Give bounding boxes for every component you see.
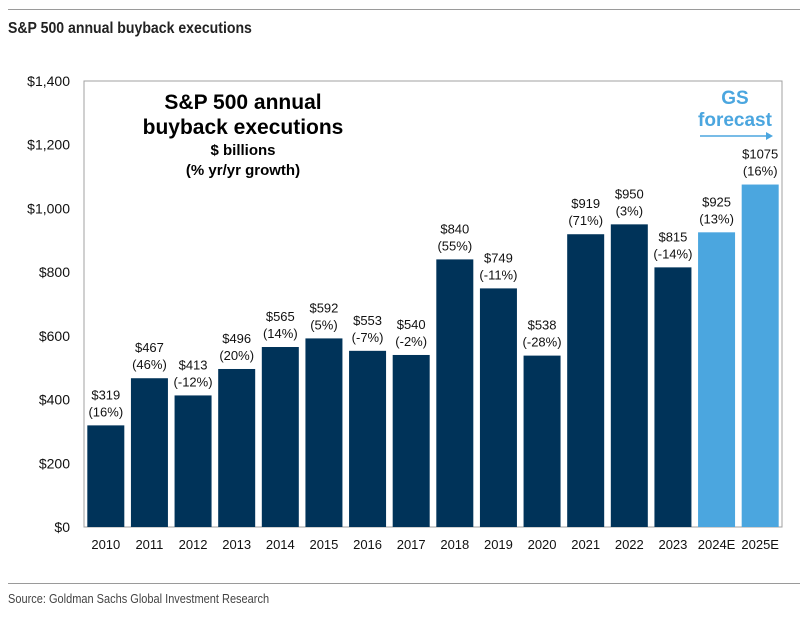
growth-label: (71%) <box>568 213 603 228</box>
bar-2016 <box>349 350 387 527</box>
growth-label: (-14%) <box>653 246 692 261</box>
y-tick-label: $800 <box>39 264 70 280</box>
bar-2021 <box>567 234 605 528</box>
value-label: $950 <box>615 186 644 201</box>
bar-2024E <box>698 232 736 528</box>
x-tick-label: 2014 <box>266 537 295 552</box>
x-tick-label: 2016 <box>353 537 382 552</box>
growth-label: (-7%) <box>352 330 384 345</box>
value-label: $413 <box>179 357 208 372</box>
source-note: Source: Goldman Sachs Global Investment … <box>8 592 270 606</box>
value-label: $565 <box>266 309 295 324</box>
growth-label: (-2%) <box>395 334 427 349</box>
growth-label: (3%) <box>616 203 643 218</box>
value-label: $919 <box>571 196 600 211</box>
value-label: $925 <box>702 194 731 209</box>
top-rule <box>8 9 800 10</box>
bar-2017 <box>392 354 430 527</box>
growth-label: (16%) <box>743 164 778 179</box>
y-tick-label: $200 <box>39 455 70 471</box>
value-label: $553 <box>353 313 382 328</box>
forecast-annotation-line1: GS <box>721 88 748 109</box>
y-tick-label: $1,200 <box>27 137 70 153</box>
inner-subtitle-line1: $ billions <box>210 142 275 159</box>
value-label: $749 <box>484 250 513 265</box>
value-label: $840 <box>440 221 469 236</box>
bar-2015 <box>305 338 343 527</box>
x-tick-label: 2017 <box>397 537 426 552</box>
y-tick-label: $400 <box>39 392 70 408</box>
value-label: $496 <box>222 331 251 346</box>
value-label: $1075 <box>742 147 778 162</box>
x-tick-label: 2024E <box>698 537 736 552</box>
bar-2019 <box>479 288 517 527</box>
bottom-rule <box>8 583 800 584</box>
y-tick-label: $1,000 <box>27 200 70 216</box>
forecast-annotation-line2: forecast <box>698 110 773 131</box>
growth-label: (5%) <box>310 317 337 332</box>
bar-2020 <box>523 355 561 527</box>
value-label: $815 <box>658 229 687 244</box>
growth-label: (46%) <box>132 357 167 372</box>
plot-frame <box>83 80 783 528</box>
value-label: $319 <box>91 387 120 402</box>
x-tick-label: 2022 <box>615 537 644 552</box>
bar-2011 <box>130 378 168 527</box>
inner-title-line1: S&P 500 annual <box>164 91 321 114</box>
inner-title-line2: buyback executions <box>143 116 344 139</box>
growth-label: (14%) <box>263 326 298 341</box>
x-tick-label: 2010 <box>91 537 120 552</box>
growth-label: (13%) <box>699 211 734 226</box>
value-label: $467 <box>135 340 164 355</box>
growth-label: (55%) <box>437 238 472 253</box>
bar-2012 <box>174 395 212 527</box>
bar-2022 <box>610 224 648 527</box>
growth-label: (-11%) <box>479 267 517 282</box>
x-tick-label: 2025E <box>741 537 779 552</box>
value-label: $540 <box>397 317 426 332</box>
y-tick-label: $600 <box>39 328 70 344</box>
value-label: $538 <box>528 318 557 333</box>
x-tick-label: 2013 <box>222 537 251 552</box>
x-tick-label: 2021 <box>571 537 600 552</box>
growth-label: (-28%) <box>523 335 562 350</box>
bar-2013 <box>218 368 256 527</box>
bar-2018 <box>436 259 474 527</box>
bar-2010 <box>87 425 125 527</box>
growth-label: (20%) <box>219 348 254 363</box>
x-tick-label: 2019 <box>484 537 513 552</box>
bar-2023 <box>654 267 692 527</box>
y-tick-label: $1,400 <box>27 73 70 89</box>
value-label: $592 <box>309 300 338 315</box>
forecast-arrow-icon <box>766 132 773 140</box>
bar-2014 <box>261 347 299 527</box>
growth-label: (16%) <box>88 404 123 419</box>
y-tick-label: $0 <box>54 519 70 535</box>
x-tick-label: 2011 <box>135 537 163 552</box>
x-tick-label: 2018 <box>440 537 469 552</box>
figure-title: S&P 500 annual buyback executions <box>8 20 252 37</box>
inner-subtitle-line2: (% yr/yr growth) <box>186 162 300 179</box>
x-tick-label: 2012 <box>179 537 208 552</box>
x-tick-label: 2020 <box>528 537 557 552</box>
growth-label: (-12%) <box>174 374 213 389</box>
x-tick-label: 2015 <box>309 537 338 552</box>
bar-2025E <box>741 184 779 528</box>
x-tick-label: 2023 <box>658 537 687 552</box>
